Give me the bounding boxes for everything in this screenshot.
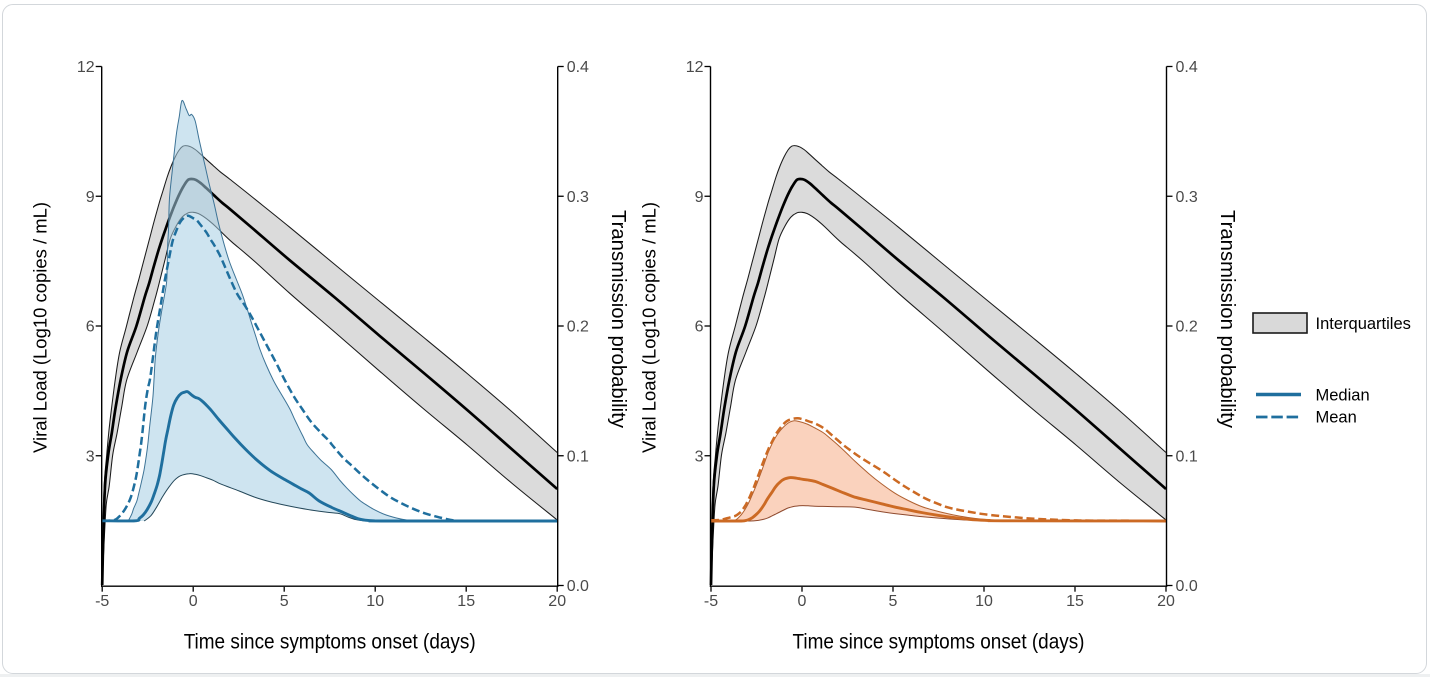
svg-text:5: 5 bbox=[280, 593, 289, 610]
svg-text:9: 9 bbox=[86, 189, 95, 206]
svg-text:0.0: 0.0 bbox=[1176, 578, 1198, 595]
svg-text:Time since symptoms onset (day: Time since symptoms onset (days) bbox=[184, 631, 476, 654]
svg-text:20: 20 bbox=[1157, 593, 1175, 610]
svg-text:10: 10 bbox=[975, 593, 993, 610]
svg-text:9: 9 bbox=[695, 189, 704, 206]
svg-text:12: 12 bbox=[77, 59, 95, 76]
svg-text:0.4: 0.4 bbox=[567, 59, 589, 76]
svg-text:15: 15 bbox=[1066, 593, 1084, 610]
svg-text:-5: -5 bbox=[704, 593, 718, 610]
svg-text:Mean: Mean bbox=[1316, 409, 1357, 427]
svg-text:0.2: 0.2 bbox=[567, 319, 589, 336]
svg-text:6: 6 bbox=[695, 319, 704, 336]
svg-text:10: 10 bbox=[366, 593, 384, 610]
svg-text:20: 20 bbox=[548, 593, 566, 610]
svg-text:0.1: 0.1 bbox=[567, 448, 589, 465]
svg-text:12: 12 bbox=[686, 59, 704, 76]
svg-text:0: 0 bbox=[798, 593, 807, 610]
svg-text:0.3: 0.3 bbox=[1176, 189, 1198, 206]
svg-text:0.1: 0.1 bbox=[1176, 448, 1198, 465]
svg-text:Viral Load (Log10 copies / mL): Viral Load (Log10 copies / mL) bbox=[640, 202, 660, 453]
svg-text:6: 6 bbox=[86, 319, 95, 336]
svg-text:Transmission probability: Transmission probability bbox=[607, 210, 629, 428]
svg-text:Viral Load (Log10 copies / mL): Viral Load (Log10 copies / mL) bbox=[31, 202, 51, 453]
svg-text:0: 0 bbox=[189, 593, 198, 610]
svg-text:3: 3 bbox=[695, 448, 704, 465]
svg-text:Median: Median bbox=[1316, 387, 1370, 405]
svg-text:Interquartiles: Interquartiles bbox=[1316, 315, 1411, 333]
svg-text:0.3: 0.3 bbox=[567, 189, 589, 206]
svg-text:0.4: 0.4 bbox=[1176, 59, 1198, 76]
svg-text:Time since symptoms onset (day: Time since symptoms onset (days) bbox=[793, 631, 1085, 654]
svg-text:15: 15 bbox=[457, 593, 475, 610]
svg-text:0.2: 0.2 bbox=[1176, 319, 1198, 336]
svg-text:Transmission probability: Transmission probability bbox=[1216, 210, 1238, 428]
svg-text:5: 5 bbox=[889, 593, 898, 610]
svg-text:-5: -5 bbox=[95, 593, 109, 610]
svg-text:0.0: 0.0 bbox=[567, 578, 589, 595]
svg-text:3: 3 bbox=[86, 448, 95, 465]
